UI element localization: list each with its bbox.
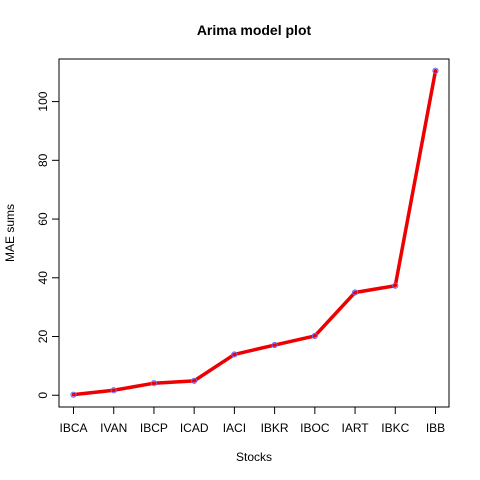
x-tick-label: IBB (426, 421, 445, 435)
x-tick-label: IACI (223, 421, 246, 435)
y-axis-label: MAE sums (3, 204, 17, 262)
data-point (432, 67, 439, 74)
y-tick-label: 40 (36, 271, 50, 285)
data-point (351, 289, 359, 296)
y-tick-label: 100 (36, 91, 50, 111)
data-point (271, 341, 278, 349)
data-point (70, 391, 77, 398)
y-tick-label: 80 (36, 153, 50, 167)
y-tick-label: 60 (36, 212, 50, 226)
y-tick-label: 20 (36, 330, 50, 344)
x-tick-label: IBKC (381, 421, 409, 435)
x-tick-label: IVAN (100, 421, 127, 435)
data-point (311, 332, 318, 340)
chart-title: Arima model plot (197, 22, 312, 38)
y-tick-label: 0 (36, 392, 50, 399)
x-axis: IBCA IVAN IBCP ICAD IACI IBKR IBOC IART IBKC IBB (59, 407, 445, 435)
y-axis: 0 20 40 60 80 100 (36, 91, 59, 399)
series-line (71, 68, 438, 397)
data-point (110, 387, 117, 394)
series-line-path (71, 68, 438, 397)
data-points (70, 67, 439, 398)
x-axis-label: Stocks (236, 450, 272, 464)
x-tick-label: IBCP (140, 421, 168, 435)
x-tick-label: IART (341, 421, 369, 435)
data-point (231, 351, 238, 358)
data-point (392, 282, 399, 289)
plot-frame (58, 58, 450, 408)
x-tick-label: IBKR (261, 421, 289, 435)
x-tick-label: IBOC (300, 421, 330, 435)
data-point (191, 377, 198, 384)
x-tick-label: IBCA (59, 421, 87, 435)
data-point (150, 380, 158, 387)
x-tick-label: ICAD (180, 421, 209, 435)
